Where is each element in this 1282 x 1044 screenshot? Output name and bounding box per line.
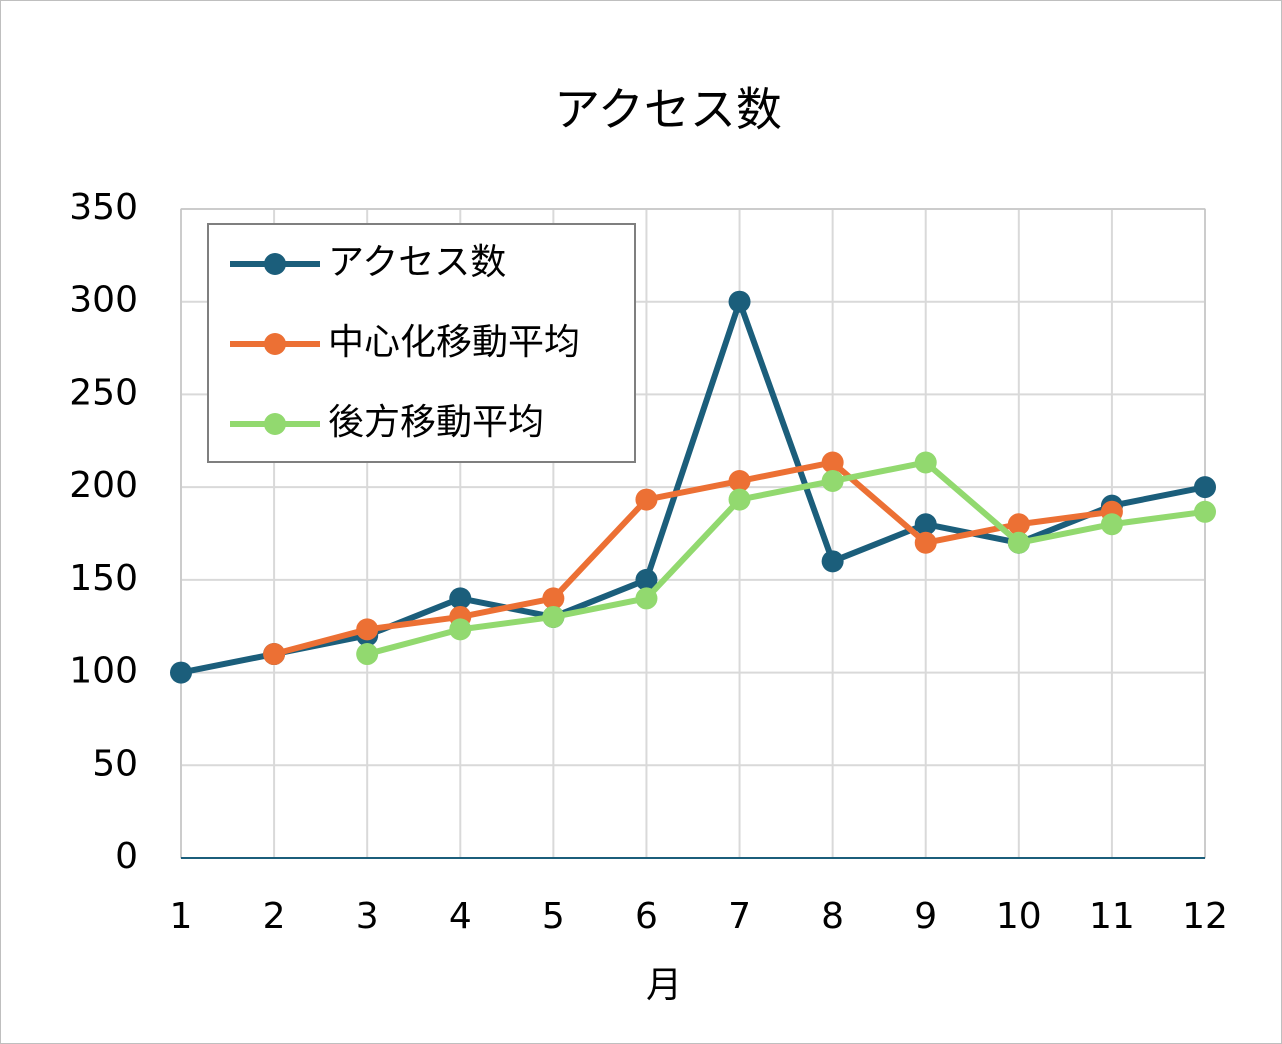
data-point: [1007, 513, 1030, 536]
legend-label: 中心化移動平均: [328, 322, 580, 363]
x-tick-label: 1: [170, 896, 193, 937]
chart-title: アクセス数: [554, 83, 782, 137]
data-point: [728, 290, 751, 313]
series-line: [273, 459, 1113, 657]
data-point: [914, 531, 937, 554]
x-tick-label: 11: [1089, 896, 1135, 937]
x-axis-label: 月: [646, 965, 682, 1006]
y-tick-label: 0: [115, 836, 138, 877]
data-point: [821, 470, 844, 493]
data-point: [635, 488, 658, 511]
data-point: [449, 587, 472, 610]
y-tick-label: 300: [69, 280, 138, 321]
data-point: [728, 470, 751, 493]
data-point: [1194, 476, 1216, 499]
series-line: [366, 459, 1206, 657]
data-point: [542, 605, 565, 628]
x-tick-label: 12: [1182, 896, 1228, 937]
data-point: [1007, 531, 1030, 554]
x-tick-label: 7: [728, 896, 751, 937]
data-point: [635, 568, 658, 591]
x-tick-label: 2: [263, 896, 286, 937]
x-tick-label: 8: [821, 896, 844, 937]
data-point: [635, 587, 658, 610]
y-tick-label: 150: [69, 558, 138, 599]
data-point: [914, 513, 937, 536]
y-tick-label: 350: [69, 187, 138, 228]
data-point: [1100, 513, 1123, 536]
data-point: [821, 451, 844, 474]
legend-marker: [264, 413, 286, 435]
data-point: [1194, 500, 1216, 523]
data-point: [914, 451, 937, 474]
x-tick-label: 5: [542, 896, 565, 937]
data-point: [356, 618, 379, 641]
x-tick-label: 4: [449, 896, 472, 937]
series-line: [180, 298, 1206, 676]
data-point: [728, 488, 751, 511]
data-point: [356, 643, 379, 666]
data-point: [821, 550, 844, 573]
data-point: [542, 587, 565, 610]
y-tick-label: 250: [69, 372, 138, 413]
y-tick-label: 200: [69, 465, 138, 506]
y-tick-label: 100: [69, 651, 138, 692]
legend-marker: [264, 333, 286, 355]
data-point: [170, 661, 192, 684]
data-point: [263, 643, 286, 666]
x-tick-label: 10: [996, 896, 1042, 937]
legend-label: アクセス数: [328, 242, 506, 283]
data-point: [449, 618, 472, 641]
x-tick-label: 9: [914, 896, 937, 937]
x-tick-label: 6: [635, 896, 658, 937]
y-tick-label: 50: [92, 743, 138, 784]
x-tick-label: 3: [356, 896, 379, 937]
legend-label: 後方移動平均: [328, 402, 544, 443]
legend-marker: [264, 253, 286, 275]
